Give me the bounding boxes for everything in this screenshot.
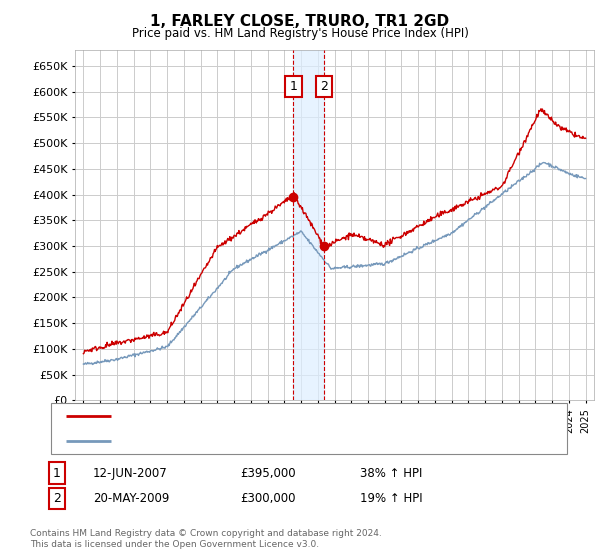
Bar bbox=[293, 50, 324, 400]
Text: Contains HM Land Registry data © Crown copyright and database right 2024.
This d: Contains HM Land Registry data © Crown c… bbox=[30, 529, 382, 549]
Text: 1, FARLEY CLOSE, TRURO, TR1 2GD (detached house): 1, FARLEY CLOSE, TRURO, TR1 2GD (detache… bbox=[118, 410, 417, 421]
Text: Price paid vs. HM Land Registry's House Price Index (HPI): Price paid vs. HM Land Registry's House … bbox=[131, 27, 469, 40]
Text: 2: 2 bbox=[320, 80, 328, 93]
Text: 2: 2 bbox=[53, 492, 61, 505]
Text: HPI: Average price, detached house, Cornwall: HPI: Average price, detached house, Corn… bbox=[118, 436, 373, 446]
Text: 1: 1 bbox=[53, 466, 61, 480]
Text: 20-MAY-2009: 20-MAY-2009 bbox=[93, 492, 169, 505]
Text: 38% ↑ HPI: 38% ↑ HPI bbox=[360, 466, 422, 480]
Text: 19% ↑ HPI: 19% ↑ HPI bbox=[360, 492, 422, 505]
Text: £395,000: £395,000 bbox=[240, 466, 296, 480]
Text: 1: 1 bbox=[290, 80, 298, 93]
Text: 1, FARLEY CLOSE, TRURO, TR1 2GD: 1, FARLEY CLOSE, TRURO, TR1 2GD bbox=[151, 14, 449, 29]
Text: 12-JUN-2007: 12-JUN-2007 bbox=[93, 466, 168, 480]
Text: £300,000: £300,000 bbox=[240, 492, 296, 505]
